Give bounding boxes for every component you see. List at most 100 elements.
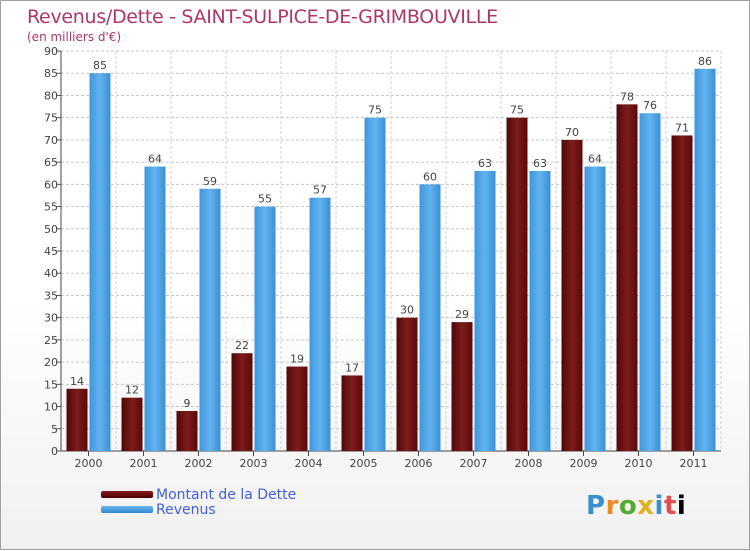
y-tick-label: 15: [44, 378, 58, 391]
bar-debt: [671, 135, 693, 451]
logo-letter: i: [676, 491, 687, 521]
data-label-debt: 70: [565, 126, 579, 139]
x-tick-label: 2010: [625, 457, 653, 470]
legend-label-revenue: Revenus: [156, 501, 216, 518]
data-label-revenue: 64: [588, 153, 602, 166]
legend-item-debt: Montant de la Dette: [101, 486, 297, 503]
bar-revenue: [254, 206, 276, 451]
x-tick-label: 2006: [405, 457, 433, 470]
legend-swatch-debt: [101, 491, 153, 498]
data-label-revenue: 55: [258, 193, 272, 206]
bar-revenue: [474, 171, 496, 451]
x-tick-label: 2001: [130, 457, 158, 470]
x-tick-label: 2009: [570, 457, 598, 470]
bar-debt: [66, 388, 88, 451]
x-tick-label: 2002: [185, 457, 213, 470]
legend-label-debt: Montant de la Dette: [156, 486, 297, 503]
y-tick-label: 5: [51, 423, 58, 436]
y-tick-label: 45: [44, 245, 58, 258]
bar-revenue: [89, 73, 111, 451]
data-label-debt: 17: [345, 361, 359, 374]
data-label-debt: 30: [400, 304, 414, 317]
label-layer: 14 85 12 64 9 59 22 55 19 57 17 75 30 60 29 63 75 63 70 64 7…: [70, 55, 712, 410]
data-label-debt: 71: [675, 121, 689, 134]
data-label-debt: 19: [290, 353, 304, 366]
bar-revenue: [694, 68, 716, 452]
data-label-debt: 9: [184, 397, 191, 410]
data-label-revenue: 60: [423, 170, 437, 183]
bar-revenue: [419, 184, 441, 452]
x-tick-label: 2004: [295, 457, 323, 470]
x-tick-label: 2011: [680, 457, 708, 470]
y-tick-label: 20: [44, 356, 58, 369]
y-tick-label: 80: [44, 89, 58, 102]
bar-debt: [396, 317, 418, 451]
bar-revenue: [144, 166, 166, 452]
x-tick-label: 2007: [460, 457, 488, 470]
data-label-revenue: 75: [368, 104, 382, 117]
axis-layer: 0 5 10 15 20 25 30 35 40 45 50 55 60 65 70 75 80 85 90 2000…: [44, 45, 721, 470]
y-tick-label: 10: [44, 401, 58, 414]
y-tick-label: 35: [44, 289, 58, 302]
data-label-revenue: 59: [203, 175, 217, 188]
logo-letter: t: [663, 491, 677, 521]
bar-debt: [561, 139, 583, 451]
x-tick-label: 2000: [75, 457, 103, 470]
y-tick-label: 55: [44, 201, 58, 214]
data-label-debt: 14: [70, 375, 84, 388]
y-tick-label: 70: [44, 134, 58, 147]
bar-debt: [231, 353, 253, 451]
bar-revenue: [529, 171, 551, 451]
x-tick-label: 2003: [240, 457, 268, 470]
bar-debt: [506, 117, 528, 452]
y-tick-label: 50: [44, 223, 58, 236]
y-tick-label: 75: [44, 112, 58, 125]
logo-letter: P: [586, 491, 606, 521]
bar-revenue: [199, 188, 221, 451]
data-label-revenue: 63: [533, 157, 547, 170]
x-tick-label: 2008: [515, 457, 543, 470]
data-label-debt: 78: [620, 90, 634, 103]
data-label-debt: 75: [510, 104, 524, 117]
bar-revenue: [309, 197, 331, 451]
y-tick-label: 25: [44, 334, 58, 347]
bar-debt: [616, 104, 638, 451]
chart-subtitle: (en milliers d'€): [27, 30, 122, 44]
y-tick-label: 85: [44, 67, 58, 80]
bar-debt: [121, 397, 143, 451]
logo-letter: r: [605, 491, 619, 521]
bar-revenue: [639, 113, 661, 451]
data-label-revenue: 85: [93, 59, 107, 72]
y-tick-label: 90: [44, 45, 58, 58]
bar-debt: [341, 375, 363, 451]
logo-letter: x: [637, 491, 655, 521]
bar-layer: [66, 68, 716, 452]
data-label-revenue: 76: [643, 99, 657, 112]
data-label-revenue: 86: [698, 55, 712, 68]
bar-debt: [451, 322, 473, 451]
bar-debt: [286, 366, 308, 451]
bar-revenue: [584, 166, 606, 452]
y-tick-label: 0: [51, 445, 58, 458]
data-label-debt: 29: [455, 308, 469, 321]
proxiti-logo: Proxiti: [586, 491, 686, 521]
y-tick-label: 30: [44, 312, 58, 325]
data-label-revenue: 64: [148, 153, 162, 166]
logo-letter: i: [654, 491, 664, 521]
data-label-revenue: 57: [313, 184, 327, 197]
bar-debt: [176, 411, 198, 451]
legend-item-revenue: Revenus: [101, 501, 296, 518]
bar-revenue: [364, 117, 386, 452]
chart-title: Revenus/Dette - SAINT-SULPICE-DE-GRIMBOU…: [27, 6, 498, 28]
logo-letter: o: [618, 491, 638, 521]
data-label-revenue: 63: [478, 157, 492, 170]
legend-swatch-revenue: [101, 506, 153, 513]
y-tick-label: 60: [44, 178, 58, 191]
data-label-debt: 22: [235, 339, 249, 352]
y-tick-label: 65: [44, 156, 58, 169]
y-tick-label: 40: [44, 267, 58, 280]
data-label-debt: 12: [125, 384, 139, 397]
x-tick-label: 2005: [350, 457, 378, 470]
